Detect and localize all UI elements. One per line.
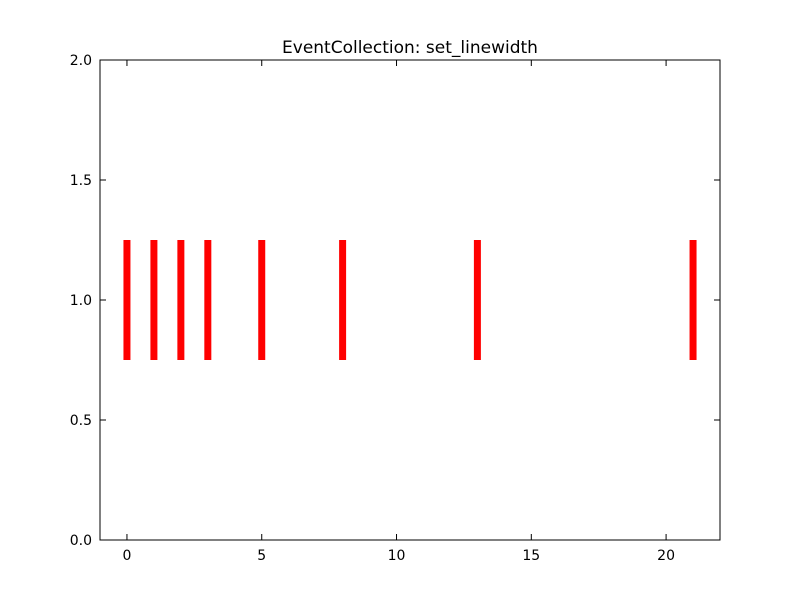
event-lines	[123, 240, 697, 360]
x-tick-label: 15	[522, 548, 540, 564]
chart-title: EventCollection: set_linewidth	[282, 38, 538, 58]
y-tick-label: 0.5	[70, 413, 92, 429]
plot-frame	[99, 59, 721, 541]
y-tick-label: 0.0	[70, 533, 92, 549]
y-tick-label: 1.5	[70, 173, 92, 189]
x-tick-label: 20	[657, 548, 675, 564]
x-axis: 0 5 10 15 20	[122, 60, 675, 564]
x-tick-label: 10	[388, 548, 406, 564]
y-tick-label: 1.0	[70, 293, 92, 309]
x-tick-label: 0	[122, 548, 131, 564]
x-tick-label: 5	[257, 548, 266, 564]
y-tick-label: 2.0	[70, 53, 92, 69]
y-axis: 0.0 0.5 1.0 1.5 2.0	[70, 53, 720, 549]
